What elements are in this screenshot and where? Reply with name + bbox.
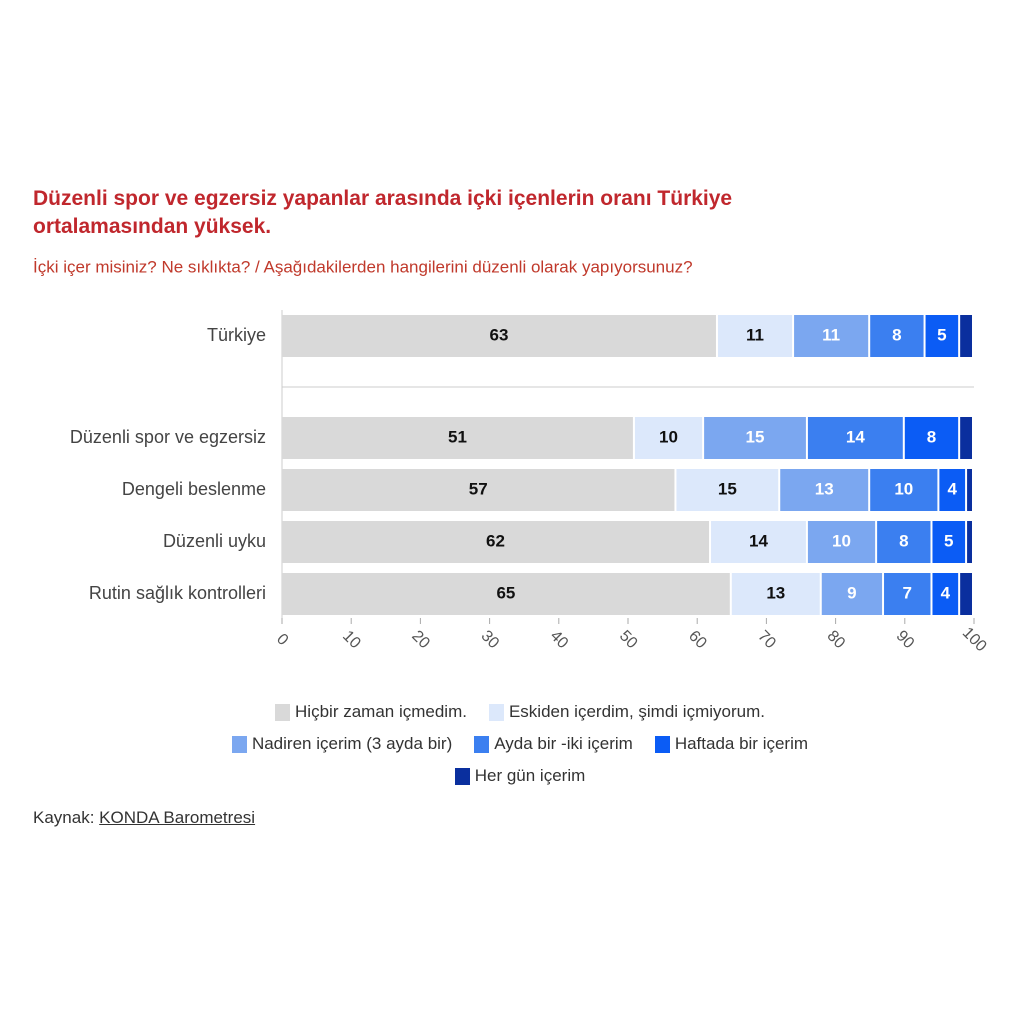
x-tick-label: 0 xyxy=(273,631,291,649)
bar-segment xyxy=(717,315,793,357)
bar-segment xyxy=(932,573,959,615)
legend-swatch xyxy=(275,703,291,721)
value-label: 57 xyxy=(469,479,488,498)
value-label: 9 xyxy=(847,583,856,602)
value-label: 14 xyxy=(846,427,865,446)
y-tick-label: Düzenli spor ve egzersiz xyxy=(70,427,266,447)
legend-label: Haftada bir içerim xyxy=(674,734,809,753)
legend-item: Ayda bir -iki içerim xyxy=(474,734,633,754)
value-label: 10 xyxy=(894,479,913,498)
x-tick-label: 90 xyxy=(893,627,918,652)
bar-segment xyxy=(884,573,931,615)
bar-segment xyxy=(807,417,903,459)
x-tick-label: 40 xyxy=(547,627,572,652)
x-tick-label: 20 xyxy=(408,627,433,652)
bar-segment xyxy=(939,469,966,511)
bar-segment xyxy=(282,417,633,459)
bar-segment xyxy=(807,521,876,563)
title-line: Düzenli spor ve egzersiz yapanlar arasın… xyxy=(33,187,732,210)
legend-item: Hiçbir zaman içmedim. xyxy=(275,702,467,722)
value-label: 11 xyxy=(746,325,764,344)
value-label: 4 xyxy=(948,479,958,498)
legend-item: Her gün içerim xyxy=(454,766,586,786)
bar-segment xyxy=(794,315,869,357)
value-label: 8 xyxy=(927,427,936,446)
chart-title: Düzenli spor ve egzersiz yapanlar arasın… xyxy=(33,187,732,238)
bar-segment xyxy=(904,417,959,459)
y-tick-label: Türkiye xyxy=(207,325,266,345)
value-label: 11 xyxy=(822,325,840,344)
value-label: 10 xyxy=(659,427,678,446)
value-label: 8 xyxy=(899,531,908,550)
bar-segment xyxy=(282,315,716,357)
bar-segment xyxy=(967,469,972,511)
x-tick-label: 70 xyxy=(754,627,779,652)
source-label: Kaynak: xyxy=(33,808,95,827)
legend-label: Her gün içerim xyxy=(474,766,586,785)
value-label: 65 xyxy=(496,583,515,602)
chart: Düzenli spor ve egzersiz yapanlar arasın… xyxy=(33,187,990,656)
legend-swatch xyxy=(488,703,504,721)
chart-subtitle: İçki içer misiniz? Ne sıklıkta? / Aşağıd… xyxy=(33,257,693,276)
legend-item: Nadiren içerim (3 ayda bir) xyxy=(231,734,453,754)
bar-segment xyxy=(870,469,938,511)
bar-segment xyxy=(704,417,806,459)
bar-segment xyxy=(282,521,710,563)
bar-segment xyxy=(960,315,972,357)
value-label: 7 xyxy=(903,583,912,602)
y-tick-label: Rutin sağlık kontrolleri xyxy=(89,583,266,603)
bar-segment xyxy=(711,521,806,563)
legend-item: Eskiden içerdim, şimdi içmiyorum. xyxy=(488,702,765,722)
value-label: 5 xyxy=(937,325,946,344)
source-link[interactable]: KONDA Barometresi xyxy=(99,808,256,827)
title-line: ortalamasından yüksek. xyxy=(33,215,271,238)
bar-segment xyxy=(634,417,703,459)
bar-segment xyxy=(870,315,924,357)
legend-label: Eskiden içerdim, şimdi içmiyorum. xyxy=(508,702,765,721)
legend-swatch xyxy=(654,735,670,753)
bar-segment xyxy=(925,315,959,357)
bar-segment xyxy=(932,521,966,563)
legend-label: Ayda bir -iki içerim xyxy=(494,734,633,753)
value-label: 51 xyxy=(448,427,467,446)
legend: Hiçbir zaman içmedim. Eskiden içerdim, şi… xyxy=(160,702,880,786)
value-label: 15 xyxy=(746,427,765,446)
value-label: 13 xyxy=(815,479,834,498)
legend-item: Haftada bir içerim xyxy=(654,734,809,754)
value-label: 14 xyxy=(749,531,768,550)
bar-segment xyxy=(676,469,779,511)
source: Kaynak: KONDA Barometresi xyxy=(33,808,255,828)
x-tick-label: 50 xyxy=(616,627,641,652)
value-label: 13 xyxy=(766,583,785,602)
legend-label: Nadiren içerim (3 ayda bir) xyxy=(251,734,453,753)
y-tick-label: Dengeli beslenme xyxy=(122,479,266,499)
value-label: 62 xyxy=(486,531,505,550)
value-label: 10 xyxy=(832,531,851,550)
value-label: 8 xyxy=(892,325,901,344)
legend-swatch xyxy=(474,735,490,753)
bar-segment xyxy=(780,469,869,511)
bar-segment xyxy=(877,521,931,563)
bar-segment xyxy=(282,573,730,615)
legend-swatch xyxy=(231,735,247,753)
bar-segment xyxy=(731,573,820,615)
bar-segment xyxy=(967,521,972,563)
bar-segment xyxy=(821,573,883,615)
bar-segment xyxy=(960,417,972,459)
y-tick-label: Düzenli uyku xyxy=(163,531,266,551)
value-label: 4 xyxy=(941,583,951,602)
value-label: 15 xyxy=(718,479,737,498)
x-tick-label: 100 xyxy=(959,624,990,655)
x-tick-label: 10 xyxy=(339,627,364,652)
legend-swatch xyxy=(454,767,470,785)
value-label: 63 xyxy=(490,325,509,344)
value-label: 5 xyxy=(944,531,953,550)
bar-segment xyxy=(960,573,972,615)
x-tick-label: 60 xyxy=(685,627,710,652)
x-tick-label: 30 xyxy=(477,627,502,652)
legend-label: Hiçbir zaman içmedim. xyxy=(295,702,467,721)
x-tick-label: 80 xyxy=(823,627,848,652)
bar-segment xyxy=(282,469,675,511)
